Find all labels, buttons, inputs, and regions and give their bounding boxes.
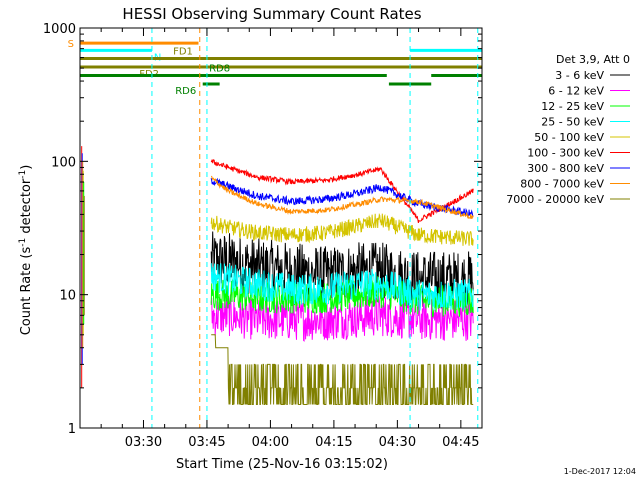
x-tick-label: 04:45 — [442, 435, 479, 450]
legend-title: Det 3,9, Att 0 — [556, 53, 630, 66]
series-line-5 — [210, 159, 474, 224]
series-line-6 — [210, 177, 474, 218]
x-tick-label: 04:30 — [379, 435, 416, 450]
y-axis-label: Count Rate (s-1 detector-1) — [18, 165, 34, 336]
legend-label: 3 - 6 keV — [555, 69, 604, 82]
chart-title: HESSI Observing Summary Count Rates — [122, 5, 421, 23]
y-axis-label-mid: detector — [19, 178, 34, 238]
legend-label: 12 - 25 keV — [541, 100, 604, 113]
y-tick-label: 100 — [51, 155, 76, 170]
series-line-8 — [211, 334, 474, 405]
y-tick-label: 1 — [68, 422, 76, 437]
flag-label-rd8: RD8 — [209, 64, 230, 75]
legend-label: 6 - 12 keV — [548, 85, 604, 98]
y-axis-label-main: Count Rate (s — [19, 247, 34, 336]
series-line-1 — [210, 294, 474, 342]
y-axis-label-sup1: -1 — [18, 238, 28, 247]
plot-frame — [79, 27, 483, 429]
legend-label: 25 - 50 keV — [541, 116, 604, 129]
series-line-4 — [210, 212, 474, 246]
y-tick-label: 10 — [59, 289, 76, 304]
legend-label: 7000 - 20000 keV — [506, 193, 604, 206]
legend-label: 300 - 800 keV — [527, 162, 604, 175]
flag-label-rd6: RD6 — [175, 86, 196, 97]
flag-label-s: S — [68, 39, 74, 50]
x-tick-label: 03:30 — [125, 435, 162, 450]
flag-label-fd1: FD1 — [173, 47, 193, 58]
series-line-7 — [211, 175, 474, 219]
y-tick-label: 1000 — [43, 22, 76, 37]
legend-label: 100 - 300 keV — [527, 147, 604, 160]
y-axis-label-end: ) — [19, 165, 34, 170]
x-tick-label: 03:45 — [188, 435, 225, 450]
x-axis-label: Start Time (25-Nov-16 03:15:02) — [176, 457, 388, 472]
x-tick-label: 04:00 — [252, 435, 289, 450]
footer-date: 1-Dec-2017 12:04 — [564, 467, 636, 476]
y-axis-label-sup2: -1 — [18, 170, 28, 179]
series-line-3 — [210, 263, 474, 311]
legend-label: 800 - 7000 keV — [520, 178, 604, 191]
x-tick-label: 04:15 — [315, 435, 352, 450]
legend-label: 50 - 100 keV — [534, 131, 604, 144]
